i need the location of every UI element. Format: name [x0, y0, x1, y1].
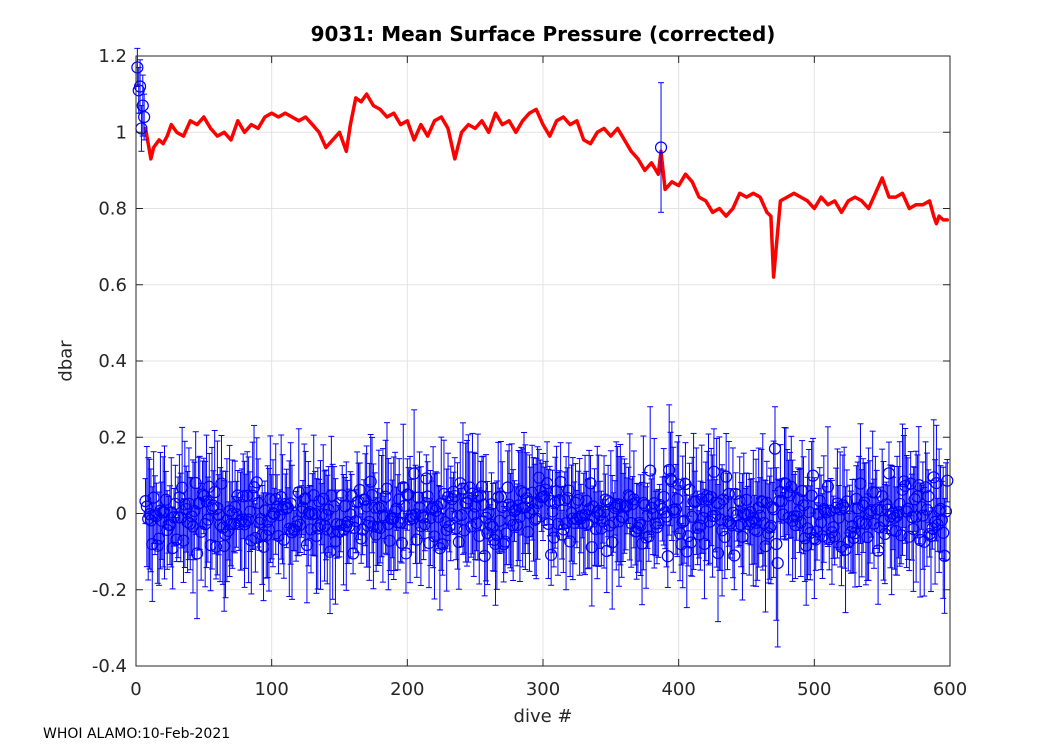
dive-errorbar-marker [711, 546, 725, 560]
x-tick-label: 200 [390, 679, 424, 700]
dive-errorbar-listed-marker [768, 442, 782, 455]
y-tick-label: 0 [116, 504, 127, 525]
y-tick-label: 1 [116, 122, 127, 143]
dive-errorbar-listed-marker [131, 61, 144, 74]
dive-errorbar-marker [364, 475, 377, 488]
x-tick-label: 600 [933, 679, 967, 700]
dive-errorbar-marker [209, 540, 223, 553]
dive-errorbar-marker [835, 540, 848, 553]
dive-errorbar-marker [440, 523, 453, 537]
x-tick-label: 0 [130, 679, 141, 700]
x-tick-label: 500 [797, 679, 831, 700]
dive-errorbar-marker [190, 547, 204, 560]
red-series-line [143, 92, 950, 279]
dive-errorbar-marker [470, 516, 483, 530]
dive-errorbar-marker [663, 463, 676, 477]
dive-errorbar-marker [420, 472, 433, 485]
red-series-group [143, 92, 950, 279]
dive-errorbar-marker [763, 521, 776, 534]
x-axis-label: dive # [513, 706, 573, 727]
dive-errorbar-listed-marker [770, 537, 783, 551]
dive-errorbar-marker [720, 470, 733, 483]
y-tick-label: 1.2 [98, 46, 127, 67]
dive-errorbar-marker [410, 533, 423, 546]
footer-credit: WHOI ALAMO:10-Feb-2021 [43, 726, 231, 742]
dive-errorbar-marker [399, 547, 413, 560]
dive-errorbar-marker [808, 532, 821, 545]
x-tick-label: 300 [526, 679, 560, 700]
dive-errorbar-marker [669, 503, 683, 516]
y-tick-label: 0.4 [98, 351, 127, 372]
chart-title: 9031: Mean Surface Pressure (corrected) [310, 22, 776, 46]
dive-errorbar-marker [478, 549, 491, 563]
y-tick-label: 0.2 [98, 427, 127, 448]
dive-errorbar-marker [677, 514, 691, 527]
x-tick-label: 100 [254, 679, 288, 700]
dive-errorbar-marker [821, 480, 835, 493]
dive-errorbar-marker [348, 521, 361, 534]
dive-errorbar-marker [458, 524, 471, 537]
dive-errorbar-marker [903, 530, 916, 543]
dive-errorbar-marker [545, 548, 558, 561]
dive-errorbar-marker [395, 536, 409, 550]
axis-ticks: 0 100 200 300 400 500 600 -0.4 -0.2 0 0.2 0.4 0.6 0.8… [92, 46, 967, 700]
y-axis-label: dbar [55, 340, 77, 382]
dive-errorbar-marker [785, 480, 798, 493]
y-tick-label: -0.4 [92, 656, 127, 677]
dive-errorbar-marker [547, 531, 560, 544]
dive-errorbar-listed-marker [654, 141, 668, 154]
dive-errorbar-marker [346, 547, 360, 560]
dive-errorbar-marker [836, 499, 849, 512]
dive-errorbar-marker [728, 549, 741, 562]
dive-errorbar-marker [390, 502, 403, 515]
dive-errorbar-marker [436, 538, 449, 551]
dive-errorbar-marker [644, 464, 657, 477]
x-tick-label: 400 [661, 679, 695, 700]
dive-errorbar-listed-marker [771, 556, 784, 570]
dive-errorbar-marker [937, 526, 950, 539]
dive-errorbar-marker [941, 474, 954, 487]
dive-errorbar-marker [555, 528, 569, 541]
dive-errorbar-listed-marker [138, 110, 151, 124]
dive-errorbar-marker [806, 469, 820, 482]
y-tick-label: -0.2 [92, 580, 127, 601]
y-tick-label: 0.6 [98, 275, 127, 296]
dive-errorbar-marker [939, 505, 953, 518]
y-tick-label: 0.8 [98, 199, 127, 220]
blue-series-group [131, 47, 954, 648]
dive-errorbar-listed-marker [133, 80, 147, 93]
dive-errorbar-marker [250, 476, 263, 489]
